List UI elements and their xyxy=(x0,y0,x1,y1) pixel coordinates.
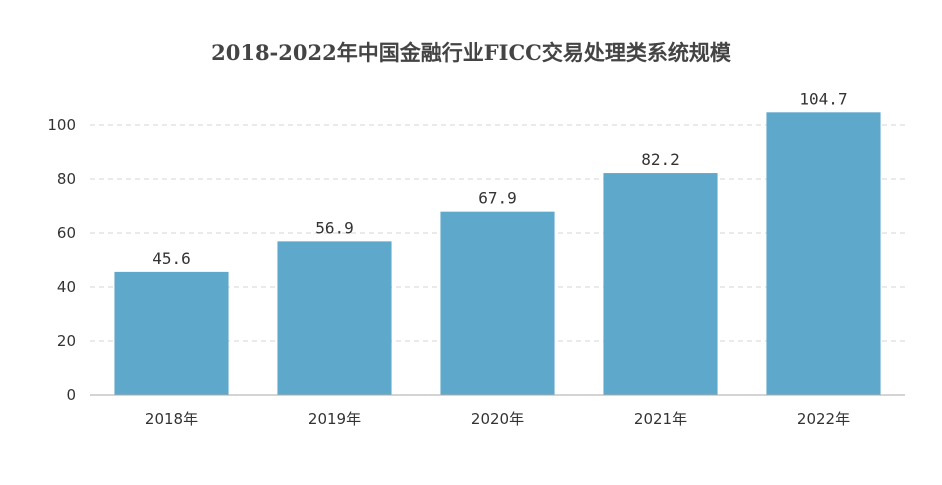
y-tick-label: 60 xyxy=(57,224,76,242)
x-axis-categories: 2018年 2019年 2020年 2021年 2022年 xyxy=(145,410,850,428)
y-axis-ticks: 0 20 40 60 80 100 xyxy=(47,116,76,404)
bars xyxy=(114,112,881,395)
y-tick-label: 20 xyxy=(57,332,76,350)
y-tick-label: 40 xyxy=(57,278,76,296)
data-label: 82.2 xyxy=(641,150,680,169)
bar xyxy=(440,211,555,395)
x-category-label: 2020年 xyxy=(471,410,524,428)
y-tick-label: 100 xyxy=(47,116,76,134)
x-category-label: 2022年 xyxy=(797,410,850,428)
data-label: 104.7 xyxy=(799,89,847,108)
data-label: 45.6 xyxy=(152,249,191,268)
data-label: 56.9 xyxy=(315,218,354,237)
x-category-label: 2019年 xyxy=(308,410,361,428)
chart-title: 2018-2022年中国金融行业FICC交易处理类系统规模 xyxy=(211,40,732,65)
y-tick-label: 0 xyxy=(66,386,76,404)
bar xyxy=(277,241,392,395)
x-category-label: 2021年 xyxy=(634,410,687,428)
y-tick-label: 80 xyxy=(57,170,76,188)
data-labels: 45.6 56.9 67.9 82.2 104.7 xyxy=(152,89,847,268)
bar xyxy=(114,271,229,395)
x-category-label: 2018年 xyxy=(145,410,198,428)
bar xyxy=(603,173,718,395)
bar xyxy=(766,112,881,395)
data-label: 67.9 xyxy=(478,189,517,208)
